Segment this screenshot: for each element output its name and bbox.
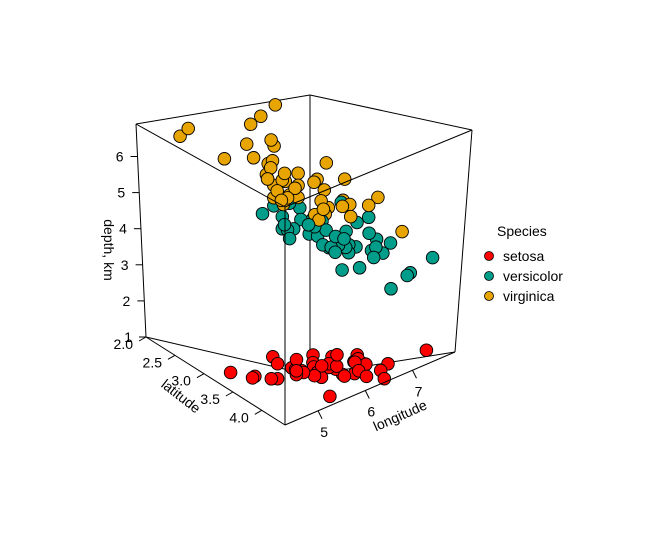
- legend-item-setosa: setosa: [484, 248, 544, 264]
- point-setosa: [270, 356, 285, 371]
- x-axis-tick-label: 6: [367, 404, 375, 420]
- point-virginica: [361, 198, 376, 213]
- point-setosa: [323, 389, 337, 404]
- point-setosa: [419, 343, 434, 357]
- y-axis-tick-label: 3.0: [171, 373, 191, 389]
- point-virginica: [337, 172, 352, 186]
- x-axis-tick: [317, 410, 323, 420]
- point-virginica: [268, 98, 283, 112]
- point-virginica: [291, 166, 305, 180]
- point-virginica: [343, 209, 358, 224]
- y-axis-tick-label: 4.0: [229, 409, 249, 425]
- x-axis-tick: [364, 390, 370, 399]
- z-axis-tick-label: 5: [117, 185, 125, 201]
- point-versicolor: [301, 218, 316, 232]
- y-axis-tick: [138, 336, 147, 342]
- point-setosa: [337, 369, 352, 383]
- box-edge: [135, 94, 311, 125]
- point-virginica: [246, 151, 261, 165]
- legend-label-virginica: virginica: [503, 288, 555, 304]
- z-axis-tick-label: 2: [123, 293, 131, 309]
- legend-title: Species: [497, 223, 547, 239]
- point-versicolor: [337, 232, 351, 246]
- y-axis-tick-label: 2.0: [114, 336, 134, 352]
- point-setosa: [264, 372, 279, 386]
- point-setosa: [245, 371, 260, 385]
- point-setosa: [359, 369, 374, 384]
- point-virginica: [181, 121, 195, 136]
- legend-marker-setosa: [484, 251, 494, 261]
- axes: 1 2 3 4 5 6 2.0 2.5 3.0 3.5 4.0 5 6 7: [114, 149, 423, 440]
- legend: Species setosa versicolor virginica: [484, 223, 563, 304]
- legend-label-setosa: setosa: [503, 248, 544, 264]
- point-virginica: [264, 133, 278, 147]
- point-versicolor: [361, 210, 376, 225]
- z-axis-tick-label: 3: [121, 257, 129, 273]
- point-setosa: [289, 352, 304, 367]
- x-axis-tick: [412, 370, 417, 379]
- point-versicolor: [425, 250, 440, 265]
- box-edge: [135, 123, 286, 208]
- point-virginica: [288, 181, 302, 196]
- point-virginica: [243, 117, 258, 132]
- x-axis-tick-label: 7: [415, 383, 423, 399]
- point-versicolor: [282, 231, 297, 246]
- box-edge: [135, 123, 147, 338]
- legend-item-versicolor: versicolor: [484, 268, 563, 284]
- point-virginica: [217, 152, 232, 166]
- point-setosa: [377, 371, 392, 386]
- y-axis-tick: [167, 354, 176, 360]
- x-axis-title: longitude: [371, 396, 430, 434]
- point-virginica: [316, 202, 331, 216]
- point-virginica: [371, 190, 385, 205]
- point-setosa: [223, 365, 238, 380]
- point-versicolor: [384, 282, 398, 296]
- y-axis-tick-label: 3.5: [200, 391, 220, 407]
- point-versicolor: [328, 245, 342, 259]
- box-edge: [284, 129, 473, 208]
- point-virginica: [263, 161, 278, 175]
- z-axis-tick-label: 6: [116, 149, 124, 165]
- point-setosa: [330, 348, 344, 362]
- point-virginica: [254, 109, 268, 123]
- y-axis-tick-label: 2.5: [143, 354, 163, 370]
- point-setosa: [314, 359, 329, 373]
- box-edge: [284, 351, 456, 426]
- x-axis-tick-label: 5: [320, 424, 328, 440]
- point-versicolor: [366, 250, 381, 265]
- point-setosa: [289, 364, 304, 378]
- point-virginica: [319, 156, 334, 170]
- point-virginica: [395, 224, 409, 239]
- y-axis-tick: [225, 391, 234, 397]
- point-versicolor: [255, 206, 270, 221]
- box-edge: [454, 129, 473, 353]
- point-virginica: [260, 172, 275, 186]
- data-points: [173, 98, 440, 404]
- point-virginica: [277, 166, 292, 181]
- point-versicolor: [335, 263, 349, 277]
- point-versicolor: [362, 226, 376, 240]
- z-axis-title: depth, km: [101, 219, 117, 280]
- y-axis-tick: [254, 409, 263, 415]
- legend-label-versicolor: versicolor: [503, 268, 563, 284]
- point-virginica: [239, 137, 254, 151]
- box-edge: [309, 94, 473, 131]
- box-front-edges: [135, 123, 473, 426]
- legend-marker-virginica: [484, 291, 494, 301]
- z-axis-tick-label: 1: [124, 329, 132, 345]
- point-virginica: [335, 199, 350, 214]
- y-axis-tick: [196, 373, 205, 379]
- point-versicolor: [383, 236, 398, 250]
- box-edge: [145, 336, 311, 376]
- legend-item-virginica: virginica: [484, 288, 555, 304]
- point-virginica: [307, 175, 321, 189]
- z-axis-tick-label: 4: [119, 221, 127, 237]
- legend-marker-versicolor: [484, 271, 494, 281]
- point-versicolor: [352, 261, 367, 275]
- point-versicolor: [400, 268, 414, 283]
